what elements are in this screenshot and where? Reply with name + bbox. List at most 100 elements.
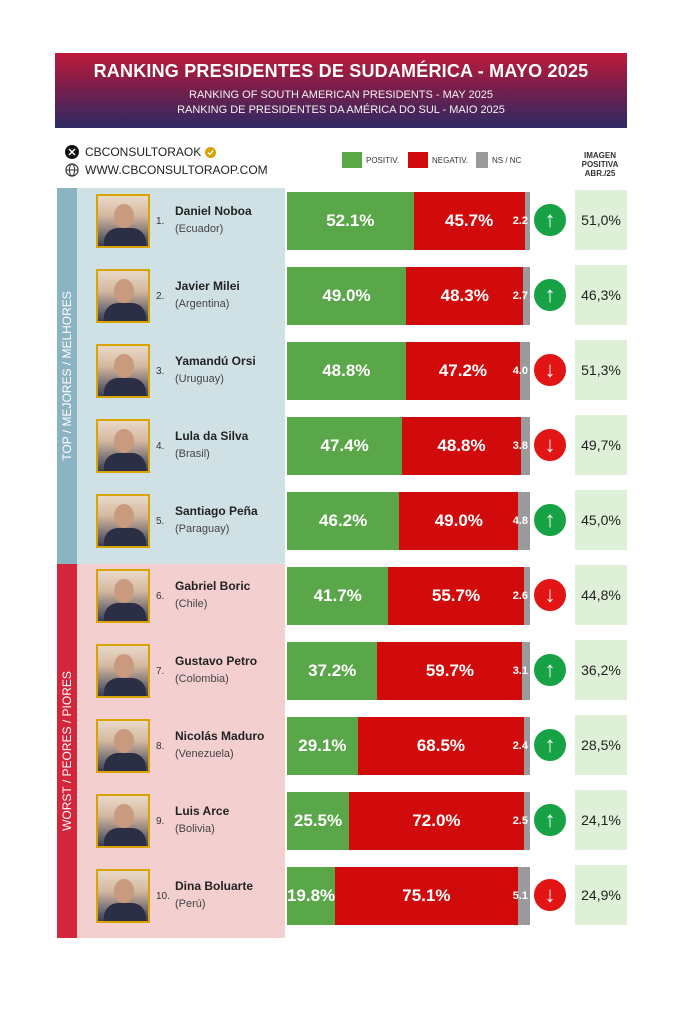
rank-number: 9.	[156, 816, 165, 827]
president-country: (Paraguay)	[175, 523, 230, 535]
nsnc-value: 3.1	[512, 665, 528, 677]
photo-head	[114, 729, 134, 753]
subtitle-english: RANKING OF SOUTH AMERICAN PRESIDENTS - M…	[189, 89, 493, 101]
photo-head	[114, 879, 134, 903]
subtitle-portuguese: RANKING DE PRESIDENTES DA AMÉRICA DO SUL…	[177, 104, 505, 116]
president-country: (Perú)	[175, 898, 206, 910]
president-name: Lula da Silva	[175, 429, 249, 443]
negative-segment: 59.7%	[377, 642, 523, 700]
photo-body	[104, 753, 146, 771]
worst-group-strip	[57, 564, 77, 938]
president-name: Daniel Noboa	[175, 204, 252, 218]
photo-head	[114, 654, 134, 678]
positive-segment: 19.8%	[287, 867, 336, 925]
stacked-bar: 48.8% 47.2% 4.0	[287, 342, 530, 400]
image-positive-value: 45,0%	[575, 490, 627, 550]
photo-head	[114, 429, 134, 453]
photo-head	[114, 204, 134, 228]
president-photo	[96, 344, 150, 398]
photo-body	[104, 903, 146, 921]
stacked-bar: 41.7% 55.7% 2.6	[287, 567, 530, 625]
nsnc-value: 2.4	[512, 740, 528, 752]
president-row: 2. Javier Milei (Argentina) 49.0% 48.3% 2.7 ↑ 4…	[0, 263, 683, 325]
arrow-down-icon: ↓	[532, 577, 568, 613]
x-logo-icon	[65, 145, 79, 159]
president-country: (Argentina)	[175, 298, 230, 310]
stacked-bar: 49.0% 48.3% 2.7	[287, 267, 530, 325]
president-country: (Chile)	[175, 598, 208, 610]
stacked-bar: 19.8% 75.1% 5.1	[287, 867, 530, 925]
nsnc-value: 3.8	[512, 440, 528, 452]
worst-group-band	[57, 564, 285, 938]
legend-swatch-nsnc	[476, 152, 488, 168]
handle-text: CBCONSULTORAOK	[85, 145, 202, 159]
president-country: (Bolivia)	[175, 823, 215, 835]
arrow-down-icon: ↓	[532, 877, 568, 913]
image-positive-value: 24,1%	[575, 790, 627, 850]
president-row: 5. Santiago Peña (Paraguay) 46.2% 49.0% 4.8 ↑ 4…	[0, 488, 683, 550]
positive-segment: 48.8%	[287, 342, 406, 400]
nsnc-segment: 5.1	[513, 867, 530, 925]
chart-title: RANKING PRESIDENTES DE SUDAMÉRICA - MAYO…	[93, 61, 589, 81]
negative-segment: 45.7%	[413, 192, 525, 250]
president-row: 9. Luis Arce (Bolivia) 25.5% 72.0% 2.5 ↑ 24,1%	[0, 788, 683, 850]
legend-label-nsnc: NS / NC	[492, 155, 522, 165]
website: WWW.CBCONSULTORAOP.COM	[65, 163, 268, 177]
nsnc-segment: 4.0	[513, 342, 530, 400]
photo-body	[104, 678, 146, 696]
nsnc-value: 4.8	[512, 515, 528, 527]
negative-segment: 55.7%	[388, 567, 524, 625]
photo-body	[104, 378, 146, 396]
photo-body	[104, 453, 146, 471]
stacked-bar: 37.2% 59.7% 3.1	[287, 642, 530, 700]
negative-segment: 48.8%	[402, 417, 521, 475]
president-photo	[96, 719, 150, 773]
president-name: Gabriel Boric	[175, 579, 251, 593]
president-row: 10. Dina Boluarte (Perú) 19.8% 75.1% 5.1 ↓ 24,9…	[0, 863, 683, 925]
title-banner: RANKING PRESIDENTES DE SUDAMÉRICA - MAYO…	[55, 53, 627, 128]
president-row: 7. Gustavo Petro (Colombia) 37.2% 59.7% 3.1 ↑ 3…	[0, 638, 683, 700]
arrow-up-icon: ↑	[532, 802, 568, 838]
positive-segment: 47.4%	[287, 417, 403, 475]
negative-segment: 49.0%	[399, 492, 519, 550]
negative-segment: 47.2%	[405, 342, 521, 400]
image-positive-value: 51,0%	[575, 190, 627, 250]
president-photo	[96, 269, 150, 323]
image-header-line-2: POSITIVA	[581, 160, 619, 169]
arrow-up-icon: ↑	[532, 502, 568, 538]
photo-head	[114, 279, 134, 303]
nsnc-segment: 3.1	[513, 642, 530, 700]
nsnc-segment: 4.8	[513, 492, 530, 550]
image-header-line-1: IMAGEN	[584, 151, 616, 160]
president-name: Santiago Peña	[175, 504, 258, 518]
image-positive-value: 28,5%	[575, 715, 627, 775]
nsnc-value: 2.6	[512, 590, 528, 602]
positive-segment: 46.2%	[287, 492, 400, 550]
rank-number: 7.	[156, 666, 165, 677]
image-column-header: IMAGEN POSITIVA ABR./25	[573, 151, 627, 178]
president-row: 3. Yamandú Orsi (Uruguay) 48.8% 47.2% 4.0 ↓ 51,…	[0, 338, 683, 400]
nsnc-segment: 2.7	[513, 267, 530, 325]
arrow-up-icon: ↑	[532, 277, 568, 313]
stacked-bar: 29.1% 68.5% 2.4	[287, 717, 530, 775]
president-photo	[96, 569, 150, 623]
president-country: (Venezuela)	[175, 748, 234, 760]
president-row: 8. Nicolás Maduro (Venezuela) 29.1% 68.5% 2.4…	[0, 713, 683, 775]
president-photo	[96, 419, 150, 473]
negative-segment: 48.3%	[406, 267, 524, 325]
positive-segment: 37.2%	[287, 642, 378, 700]
nsnc-segment: 2.6	[513, 567, 530, 625]
rank-number: 5.	[156, 516, 165, 527]
globe-icon	[65, 163, 79, 177]
legend-swatch-negative	[408, 152, 428, 168]
legend-label-positive: POSITIV.	[366, 155, 400, 165]
nsnc-value: 4.0	[512, 365, 528, 377]
negative-segment: 75.1%	[335, 867, 518, 925]
positive-segment: 52.1%	[287, 192, 414, 250]
negative-segment: 72.0%	[348, 792, 524, 850]
image-positive-value: 46,3%	[575, 265, 627, 325]
president-name: Gustavo Petro	[175, 654, 258, 668]
president-name: Dina Boluarte	[175, 879, 254, 893]
arrow-up-icon: ↑	[532, 727, 568, 763]
website-text: WWW.CBCONSULTORAOP.COM	[85, 163, 268, 177]
